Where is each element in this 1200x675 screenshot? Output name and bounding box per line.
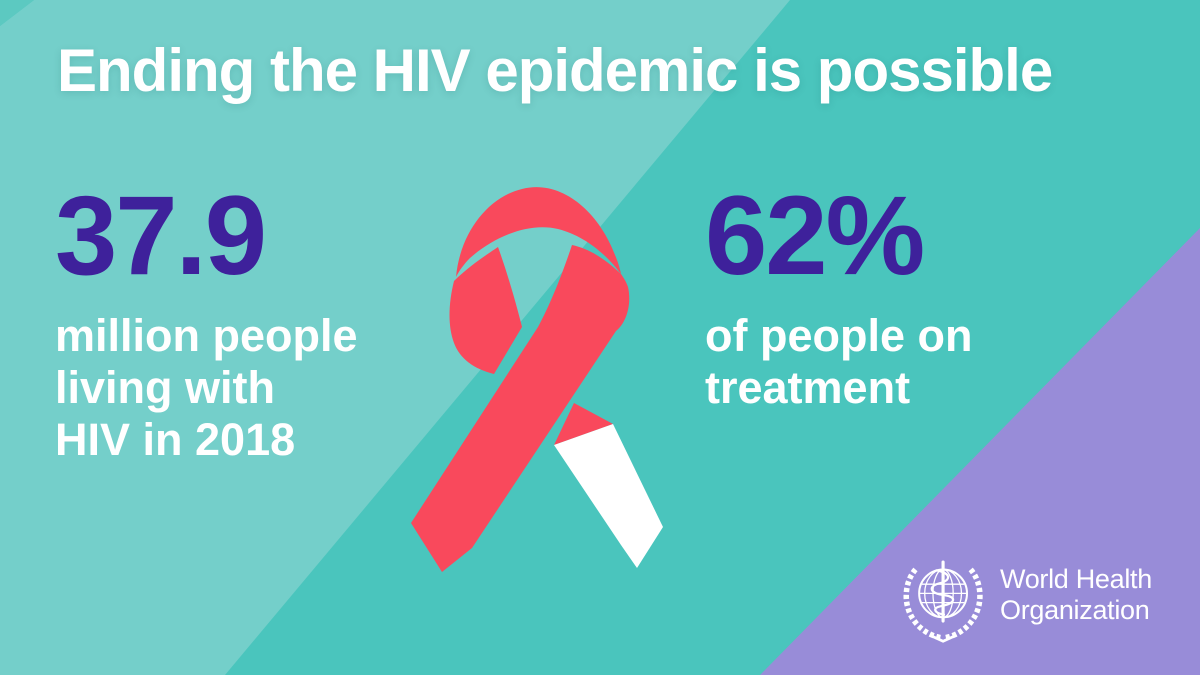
stat-label-people-on-treatment: of people on treatment [705, 310, 972, 414]
who-wordmark: World Health Organization [1000, 564, 1152, 626]
stat-value-62-percent: 62% [705, 173, 925, 298]
stat-label-line: living with [55, 362, 275, 413]
stat-label-line: HIV in 2018 [55, 414, 296, 465]
who-wordmark-line: Organization [1000, 595, 1150, 625]
who-logo: World Health Organization [898, 552, 1152, 644]
stat-label-line: of people on [705, 310, 973, 361]
stat-label-people-living-with-hiv: million people living with HIV in 2018 [55, 310, 358, 466]
page-title: Ending the HIV epidemic is possible [57, 37, 1053, 104]
aids-awareness-ribbon-icon [411, 187, 663, 572]
stat-people-living-with-hiv: 37.9 million people living with HIV in 2… [55, 180, 358, 466]
stat-value-37-9: 37.9 [55, 173, 267, 298]
stat-people-on-treatment: 62% of people on treatment [705, 180, 972, 414]
who-wordmark-line: World Health [1000, 564, 1152, 594]
stat-label-line: million people [55, 310, 358, 361]
stat-label-line: treatment [705, 362, 911, 413]
who-emblem-icon [903, 560, 983, 643]
